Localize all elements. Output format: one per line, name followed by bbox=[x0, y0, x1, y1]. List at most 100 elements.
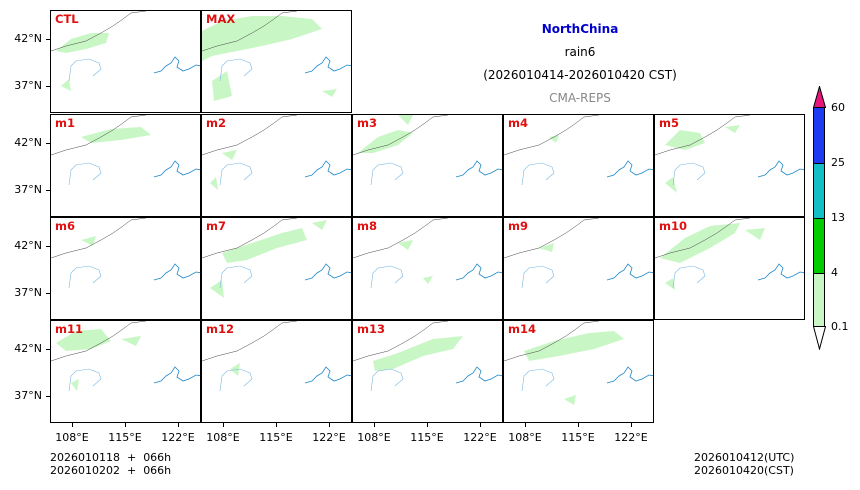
valid-time-utc: 2026010412(UTC) bbox=[694, 451, 795, 464]
x-tick-label: 122°E bbox=[161, 431, 195, 444]
map-panel-m10: m10 bbox=[654, 217, 805, 320]
map-canvas bbox=[504, 115, 653, 186]
map-panel-m12: m12 bbox=[201, 320, 352, 423]
panel-label: m1 bbox=[55, 116, 75, 130]
x-tick-label: 108°E bbox=[508, 431, 542, 444]
colorbar-tick-60: 60 bbox=[831, 101, 845, 114]
x-tick-label: 115°E bbox=[561, 431, 595, 444]
x-tick-label: 108°E bbox=[55, 431, 89, 444]
colorbar-under-arrow-icon bbox=[813, 326, 826, 350]
x-tick-label: 122°E bbox=[614, 431, 648, 444]
panel-label: m8 bbox=[357, 219, 377, 233]
y-tick-label: 42°N bbox=[14, 342, 42, 355]
map-canvas bbox=[51, 218, 200, 289]
panel-label: m5 bbox=[659, 116, 679, 130]
map-panel-m9: m9 bbox=[503, 217, 654, 320]
map-canvas bbox=[202, 321, 351, 392]
x-tick-mark bbox=[178, 423, 179, 427]
x-tick-mark bbox=[480, 423, 481, 427]
panel-label: CTL bbox=[55, 12, 79, 26]
map-canvas bbox=[353, 115, 502, 186]
x-tick-mark bbox=[223, 423, 224, 427]
map-canvas bbox=[202, 11, 351, 101]
period-title: (2026010414-2026010420 CST) bbox=[483, 68, 677, 82]
x-tick-mark bbox=[631, 423, 632, 427]
model-title: CMA-REPS bbox=[549, 91, 611, 105]
colorbar-seg-4-13 bbox=[814, 218, 824, 273]
map-panel-m6: m6 bbox=[50, 217, 201, 320]
x-tick-mark bbox=[72, 423, 73, 427]
x-tick-mark bbox=[329, 423, 330, 427]
panel-label: m10 bbox=[659, 219, 687, 233]
colorbar-seg-13-25 bbox=[814, 163, 824, 218]
map-panel-m8: m8 bbox=[352, 217, 503, 320]
x-tick-mark bbox=[125, 423, 126, 427]
x-tick-label: 108°E bbox=[206, 431, 240, 444]
valid-time-cst: 2026010420(CST) bbox=[694, 464, 794, 477]
y-tick-label: 37°N bbox=[14, 286, 42, 299]
y-tick-mark bbox=[46, 39, 50, 40]
map-canvas bbox=[51, 321, 200, 392]
map-canvas bbox=[202, 218, 351, 298]
map-panel-m7: m7 bbox=[201, 217, 352, 320]
init-time-line1: 2026010118 + 066h bbox=[50, 451, 172, 464]
map-panel-m2: m2 bbox=[201, 114, 352, 217]
panel-label: m11 bbox=[55, 322, 83, 336]
colorbar-tick-0.1: 0.1 bbox=[831, 320, 849, 333]
y-tick-label: 42°N bbox=[14, 136, 42, 149]
panel-label: m13 bbox=[357, 322, 385, 336]
map-panel-m4: m4 bbox=[503, 114, 654, 217]
map-panel-m14: m14 bbox=[503, 320, 654, 423]
y-tick-mark bbox=[46, 396, 50, 397]
x-tick-label: 122°E bbox=[463, 431, 497, 444]
map-panel-m3: m3 bbox=[352, 114, 503, 217]
colorbar-body bbox=[813, 107, 825, 327]
y-tick-label: 42°N bbox=[14, 239, 42, 252]
colorbar-seg-01-4 bbox=[814, 273, 824, 327]
map-panel-m5: m5 bbox=[654, 114, 805, 217]
y-tick-mark bbox=[46, 190, 50, 191]
colorbar-tick-25: 25 bbox=[831, 156, 845, 169]
map-canvas bbox=[51, 11, 200, 91]
x-tick-label: 115°E bbox=[108, 431, 142, 444]
x-tick-mark bbox=[525, 423, 526, 427]
panel-label: m3 bbox=[357, 116, 377, 130]
map-canvas bbox=[504, 218, 653, 289]
map-canvas bbox=[504, 321, 653, 405]
panel-label: m7 bbox=[206, 219, 226, 233]
y-tick-mark bbox=[46, 293, 50, 294]
panel-label: m6 bbox=[55, 219, 75, 233]
colorbar-seg-25-60 bbox=[814, 108, 824, 163]
y-tick-mark bbox=[46, 143, 50, 144]
y-tick-label: 37°N bbox=[14, 79, 42, 92]
x-tick-mark bbox=[578, 423, 579, 427]
region-title: NorthChina bbox=[541, 22, 619, 36]
panel-label: m2 bbox=[206, 116, 226, 130]
colorbar-over-arrow-icon bbox=[813, 86, 826, 108]
x-tick-label: 122°E bbox=[312, 431, 346, 444]
panel-label: m4 bbox=[508, 116, 528, 130]
variable-title: rain6 bbox=[564, 45, 596, 59]
panel-label: MAX bbox=[206, 12, 236, 26]
map-panel-m11: m11 bbox=[50, 320, 201, 423]
y-tick-mark bbox=[46, 349, 50, 350]
map-canvas bbox=[353, 321, 502, 392]
y-tick-mark bbox=[46, 86, 50, 87]
map-panel-max: MAX bbox=[201, 10, 352, 113]
map-canvas bbox=[353, 218, 502, 289]
panel-label: m9 bbox=[508, 219, 528, 233]
x-tick-label: 115°E bbox=[410, 431, 444, 444]
y-tick-label: 42°N bbox=[14, 32, 42, 45]
x-tick-label: 108°E bbox=[357, 431, 391, 444]
y-tick-label: 37°N bbox=[14, 389, 42, 402]
x-tick-mark bbox=[427, 423, 428, 427]
map-canvas bbox=[655, 115, 804, 193]
map-canvas bbox=[655, 218, 804, 290]
y-tick-mark bbox=[46, 246, 50, 247]
init-time-line2: 2026010202 + 066h bbox=[50, 464, 172, 477]
map-panel-m1: m1 bbox=[50, 114, 201, 217]
x-tick-mark bbox=[374, 423, 375, 427]
y-tick-label: 37°N bbox=[14, 183, 42, 196]
map-canvas bbox=[202, 115, 351, 190]
colorbar-tick-13: 13 bbox=[831, 211, 845, 224]
